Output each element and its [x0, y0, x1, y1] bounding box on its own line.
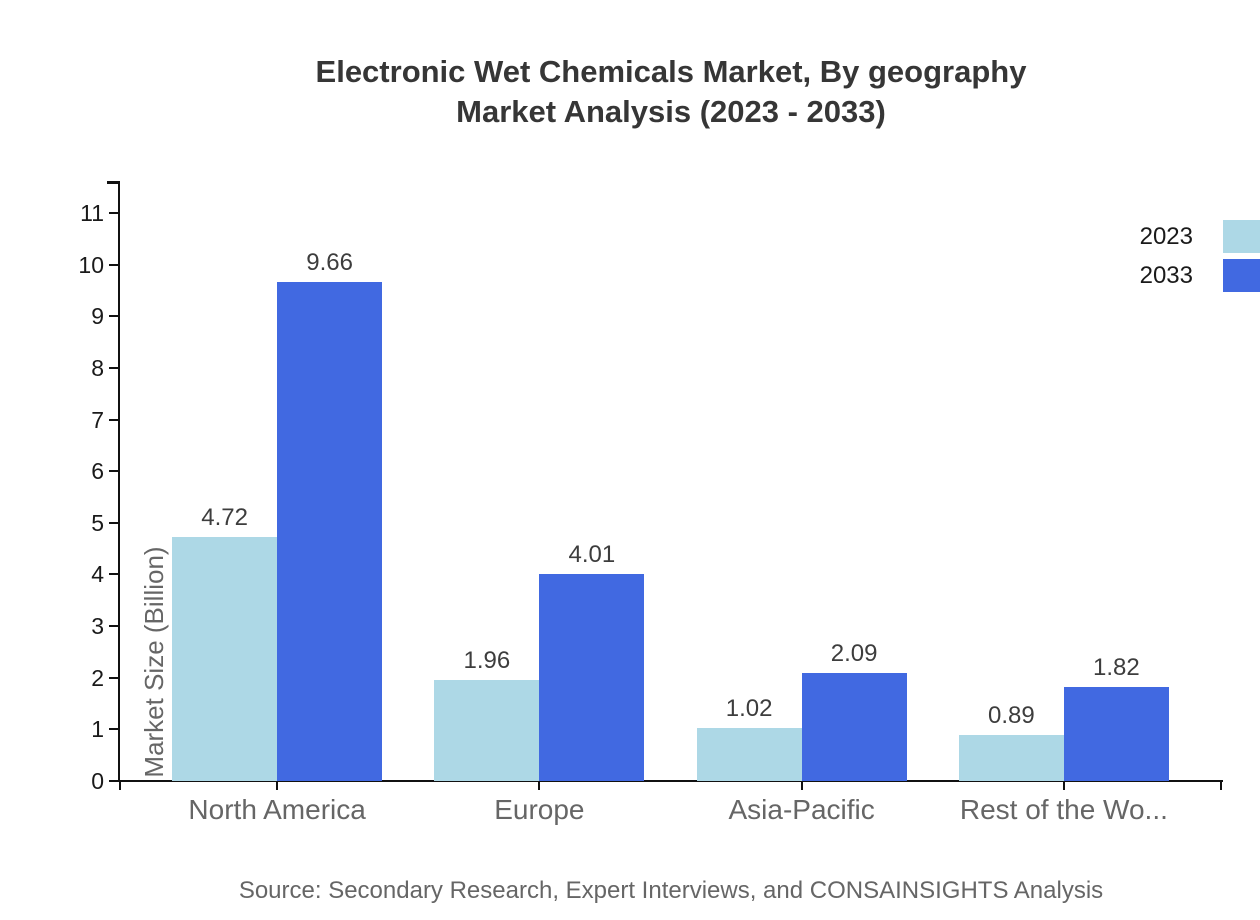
y-axis-line [118, 181, 120, 782]
source-text: Source: Secondary Research, Expert Inter… [238, 877, 1104, 904]
y-axis-tick [109, 366, 118, 369]
legend-label-2033: 2033 [1139, 262, 1193, 289]
bar-2033-0 [277, 282, 383, 781]
y-axis-tick [109, 676, 118, 679]
y-axis-tick [109, 211, 118, 214]
bar-2033-3 [1063, 687, 1169, 781]
chart-title-line1: Electronic Wet Chemicals Market, By geog… [315, 54, 1027, 89]
x-axis-outer-tick-right [1220, 781, 1222, 790]
bar-value-label: 1.02 [725, 695, 773, 723]
y-axis-tick-label: 6 [91, 458, 104, 485]
legend-swatch-2023 [1223, 220, 1260, 253]
y-axis-tick-label: 10 [78, 251, 104, 278]
x-axis-tick [800, 781, 803, 790]
x-axis-category-label: Europe [494, 794, 585, 825]
bar-2023-0 [172, 537, 278, 781]
y-axis-tick-label: 3 [91, 613, 104, 640]
bar-2023-2 [696, 728, 802, 781]
y-axis-tick-label: 5 [91, 509, 104, 536]
bar-value-label: 0.89 [988, 702, 1035, 730]
x-axis-category-label: Rest of the Wo... [959, 794, 1168, 825]
x-axis-tick [276, 781, 279, 790]
chart-title: Electronic Wet Chemicals Market, By geog… [120, 52, 1222, 132]
bar-2033-1 [539, 573, 645, 781]
y-axis-tick [109, 780, 118, 782]
legend-swatch-2033 [1223, 259, 1260, 292]
y-axis-tick-label: 0 [91, 768, 104, 794]
y-axis-tick [109, 263, 118, 266]
x-axis-outer-tick-left [119, 781, 121, 790]
bar-2023-3 [958, 735, 1064, 781]
y-axis-tick [109, 728, 118, 731]
y-axis-tick-label: 4 [91, 561, 104, 588]
y-axis-tick [109, 470, 118, 473]
y-axis-tick-label: 2 [91, 664, 104, 691]
y-axis-top-cap [107, 181, 120, 184]
x-axis-line [118, 780, 1223, 782]
plot-area: Market Size (Billion) 0 1 2 3 4 5 6 7 8 9 10 11 Nort… [78, 181, 1223, 825]
y-axis-tick-label: 7 [91, 406, 104, 433]
x-axis-tick [1062, 781, 1065, 790]
bar-2023-1 [434, 679, 540, 781]
y-axis-tick-label: 8 [91, 354, 104, 381]
chart-title-line2: Market Analysis (2023 - 2033) [456, 94, 886, 129]
bar-value-label: 4.01 [568, 540, 616, 568]
bar-value-label: 1.96 [463, 646, 511, 674]
legend-item-2033: 2033 [1140, 259, 1260, 292]
bar-value-label: 2.09 [830, 640, 878, 668]
legend-item-2023: 2023 [1140, 220, 1260, 253]
x-axis-tick [538, 781, 541, 790]
x-axis-category-label: North America [188, 794, 366, 825]
bar-value-label: 9.66 [306, 249, 353, 277]
legend: 2023 2033 [1140, 220, 1260, 298]
x-axis-category-label: Asia-Pacific [728, 794, 875, 825]
bar-value-label: 1.82 [1093, 654, 1140, 681]
bar-value-label: 4.72 [201, 504, 248, 532]
y-axis-tick-label: 1 [91, 716, 104, 743]
legend-label-2023: 2023 [1139, 223, 1193, 250]
y-axis-tick-label: 11 [80, 199, 104, 226]
y-axis-tick [109, 625, 118, 628]
y-axis-title: Market Size (Billion) [139, 546, 169, 778]
bar-2033-2 [801, 673, 907, 781]
y-axis-tick [109, 418, 118, 421]
y-axis-tick [109, 315, 118, 318]
y-axis-tick [109, 573, 118, 576]
y-axis-tick-label: 9 [91, 303, 104, 330]
y-axis-tick [109, 521, 118, 524]
